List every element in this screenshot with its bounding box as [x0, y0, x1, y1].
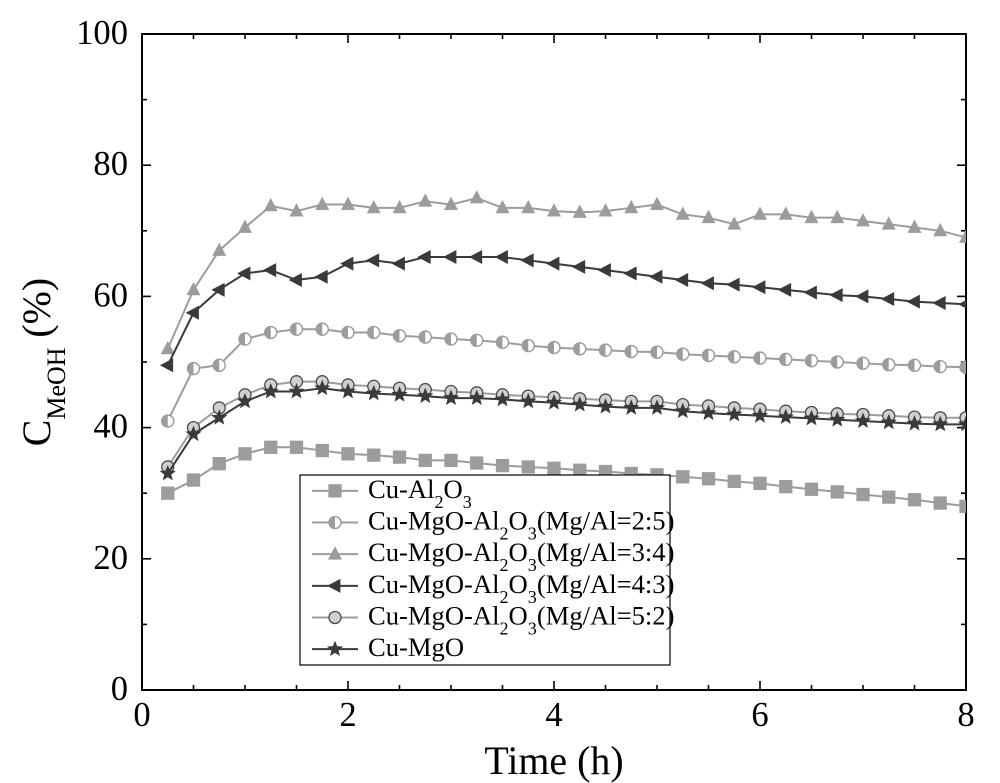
y-tick-label: 80: [93, 145, 128, 183]
x-tick-label: 4: [545, 696, 562, 734]
y-tick-label: 40: [93, 408, 128, 446]
x-tick-label: 8: [957, 696, 974, 734]
chart-container: 02468020406080100Time (h)CMeOH (%)Cu-Al2…: [0, 0, 1000, 783]
chart-svg: 02468020406080100Time (h)CMeOH (%)Cu-Al2…: [0, 0, 1000, 783]
x-tick-label: 6: [751, 696, 768, 734]
x-axis-label: Time (h): [484, 738, 623, 783]
x-tick-label: 0: [133, 696, 150, 734]
y-tick-label: 100: [76, 14, 128, 52]
legend-item-label: Cu-MgO: [368, 632, 464, 662]
y-tick-label: 60: [93, 276, 128, 314]
x-tick-label: 2: [339, 696, 356, 734]
y-tick-label: 0: [111, 670, 128, 708]
y-tick-label: 20: [93, 539, 128, 577]
legend: Cu-Al2O3Cu-MgO-Al2O3(Mg/Al=2:5)Cu-MgO-Al…: [300, 474, 674, 665]
